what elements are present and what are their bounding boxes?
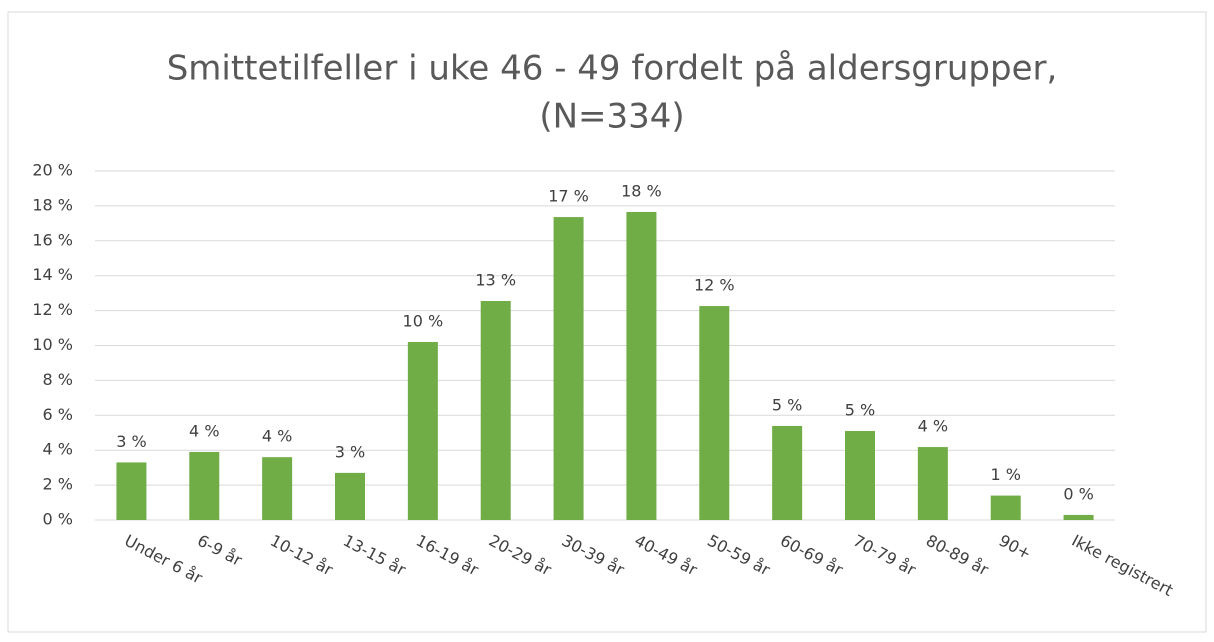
- y-tick-label: 0 %: [43, 510, 73, 529]
- value-label: 10 %: [403, 312, 444, 331]
- value-label: 13 %: [475, 271, 516, 290]
- value-label: 5 %: [845, 401, 875, 420]
- chart-title: Smittetilfeller i uke 46 - 49 fordelt på…: [167, 49, 1058, 89]
- y-tick-label: 16 %: [32, 230, 73, 249]
- value-label: 3 %: [116, 432, 146, 451]
- bar: [335, 472, 365, 520]
- value-label: 4 %: [262, 427, 292, 446]
- value-label: 4 %: [918, 417, 948, 436]
- value-label: 5 %: [772, 395, 802, 414]
- chart-border: [7, 11, 1207, 633]
- bar: [699, 306, 730, 520]
- y-tick-label: 8 %: [43, 370, 73, 389]
- bar: [626, 212, 657, 520]
- bar: [189, 451, 220, 520]
- y-tick-label: 2 %: [43, 475, 73, 494]
- value-label: 18 %: [621, 182, 662, 201]
- bar: [553, 217, 584, 520]
- y-tick-label: 10 %: [32, 335, 73, 354]
- bar: [480, 301, 511, 520]
- bar: [116, 462, 147, 520]
- value-label: 17 %: [548, 187, 589, 206]
- value-label: 1 %: [990, 465, 1020, 484]
- y-tick-label: 14 %: [32, 265, 73, 284]
- value-label: 3 %: [335, 442, 365, 461]
- bar: [917, 447, 948, 520]
- y-tick-label: 20 %: [32, 161, 73, 180]
- bar: [262, 457, 293, 520]
- value-label: 0 %: [1063, 484, 1093, 503]
- value-label: 4 %: [189, 421, 219, 440]
- chart-title: (N=334): [539, 97, 684, 137]
- y-tick-label: 4 %: [43, 440, 73, 459]
- bar: [845, 431, 875, 520]
- y-tick-label: 18 %: [32, 195, 73, 214]
- value-label: 12 %: [694, 276, 735, 295]
- bar: [772, 425, 803, 520]
- bar: [990, 495, 1021, 520]
- bar: [1063, 514, 1094, 520]
- bar: [407, 342, 438, 520]
- y-tick-label: 6 %: [43, 405, 73, 424]
- y-tick-label: 12 %: [32, 300, 73, 319]
